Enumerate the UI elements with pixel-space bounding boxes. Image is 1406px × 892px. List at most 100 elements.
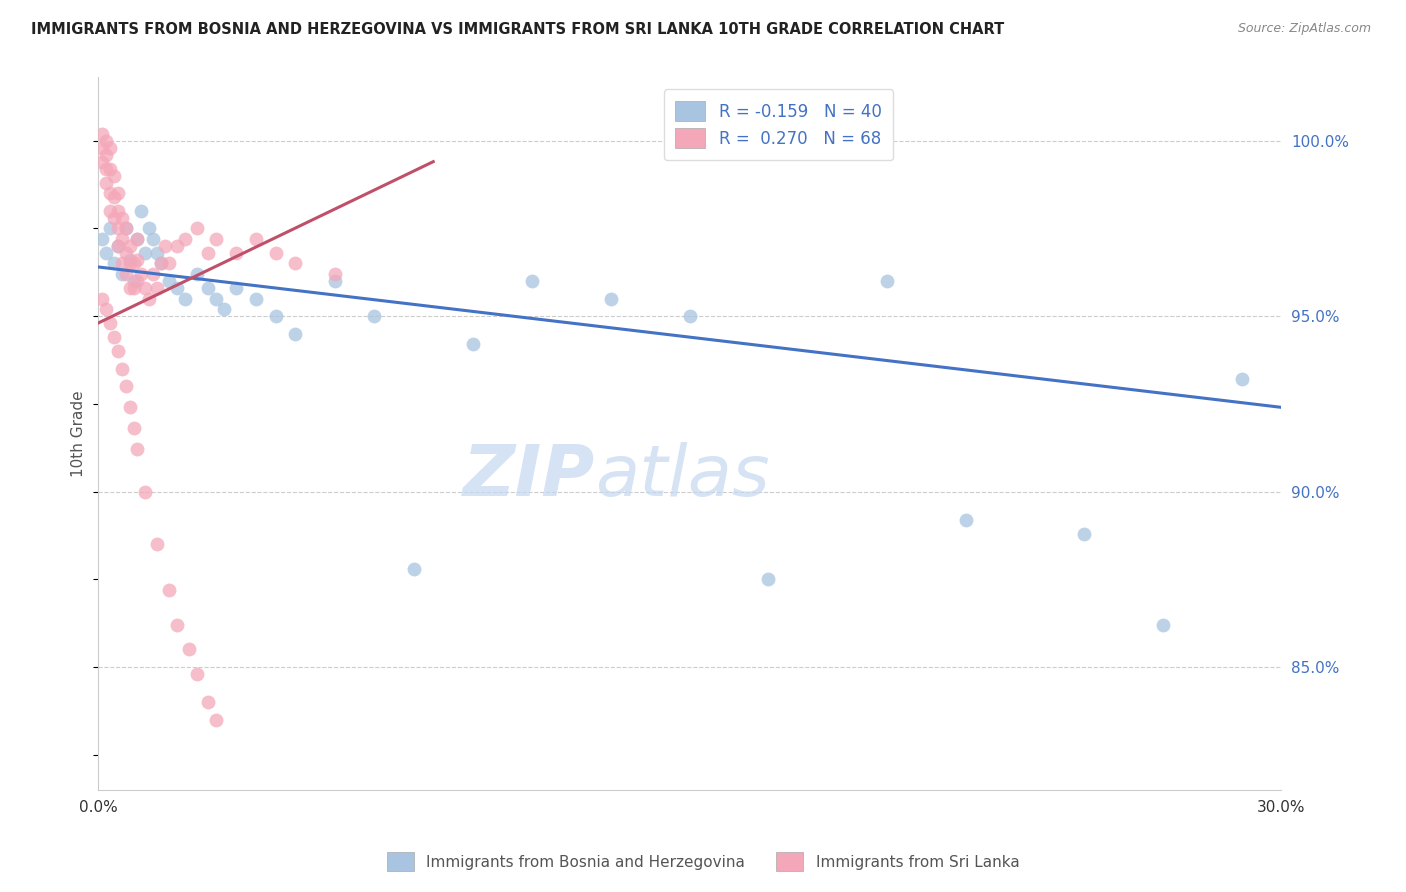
Point xyxy=(138,292,160,306)
Point xyxy=(114,246,136,260)
Point xyxy=(111,211,134,225)
Point xyxy=(103,330,125,344)
Point xyxy=(107,239,129,253)
Point xyxy=(127,442,149,457)
Point xyxy=(186,267,208,281)
Point xyxy=(134,246,156,260)
Point xyxy=(599,292,621,306)
Point xyxy=(91,292,114,306)
Point xyxy=(127,252,149,267)
Point xyxy=(122,256,145,270)
Point xyxy=(157,582,180,597)
Point xyxy=(107,344,129,359)
Point xyxy=(94,147,117,161)
Point xyxy=(134,484,156,499)
Point xyxy=(114,221,136,235)
Point xyxy=(205,232,228,246)
Point xyxy=(98,316,121,330)
Point xyxy=(955,513,977,527)
Point xyxy=(94,134,117,148)
Point xyxy=(245,232,267,246)
Point xyxy=(876,274,898,288)
Point xyxy=(91,127,114,141)
Point xyxy=(758,572,780,586)
Point xyxy=(678,309,700,323)
Point xyxy=(284,256,307,270)
Text: ZIP: ZIP xyxy=(463,442,595,511)
Point xyxy=(107,186,129,201)
Point xyxy=(118,252,141,267)
Point xyxy=(166,618,188,632)
Point xyxy=(103,169,125,183)
Point xyxy=(186,667,208,681)
Point xyxy=(323,267,346,281)
Point xyxy=(402,562,425,576)
Point xyxy=(103,211,125,225)
Point xyxy=(461,337,484,351)
Point xyxy=(111,361,134,376)
Point xyxy=(118,401,141,415)
Y-axis label: 10th Grade: 10th Grade xyxy=(72,391,86,477)
Point xyxy=(98,186,121,201)
Point xyxy=(173,292,195,306)
Point xyxy=(264,246,287,260)
Point xyxy=(111,232,134,246)
Point xyxy=(122,274,145,288)
Point xyxy=(166,281,188,295)
Point xyxy=(264,309,287,323)
Point xyxy=(122,281,145,295)
Point xyxy=(118,239,141,253)
Point xyxy=(245,292,267,306)
Point xyxy=(103,190,125,204)
Point xyxy=(1073,526,1095,541)
Point xyxy=(94,176,117,190)
Point xyxy=(134,281,156,295)
Point xyxy=(284,326,307,341)
Point xyxy=(225,281,247,295)
Point xyxy=(146,537,169,551)
Point xyxy=(150,256,173,270)
Point xyxy=(157,274,180,288)
Point xyxy=(186,221,208,235)
Point xyxy=(91,232,114,246)
Point xyxy=(91,141,114,155)
Point xyxy=(111,256,134,270)
Point xyxy=(146,281,169,295)
Point xyxy=(142,232,165,246)
Point xyxy=(127,232,149,246)
Point xyxy=(114,379,136,393)
Point xyxy=(122,421,145,435)
Point xyxy=(1230,372,1253,386)
Point xyxy=(138,221,160,235)
Point xyxy=(94,246,117,260)
Point xyxy=(98,161,121,176)
Point xyxy=(107,203,129,218)
Point xyxy=(177,642,200,657)
Legend: Immigrants from Bosnia and Herzegovina, Immigrants from Sri Lanka: Immigrants from Bosnia and Herzegovina, … xyxy=(381,847,1025,877)
Point xyxy=(150,256,173,270)
Point xyxy=(118,256,141,270)
Point xyxy=(363,309,385,323)
Legend: R = -0.159   N = 40, R =  0.270   N = 68: R = -0.159 N = 40, R = 0.270 N = 68 xyxy=(664,89,893,160)
Point xyxy=(103,256,125,270)
Point xyxy=(118,281,141,295)
Point xyxy=(131,203,153,218)
Point xyxy=(114,267,136,281)
Point xyxy=(91,154,114,169)
Point xyxy=(520,274,543,288)
Point xyxy=(153,239,176,253)
Point xyxy=(111,267,134,281)
Point xyxy=(197,246,219,260)
Point xyxy=(94,301,117,316)
Point xyxy=(146,246,169,260)
Point xyxy=(107,239,129,253)
Point xyxy=(98,141,121,155)
Point xyxy=(166,239,188,253)
Point xyxy=(127,274,149,288)
Point xyxy=(107,221,129,235)
Point xyxy=(131,267,153,281)
Point xyxy=(98,203,121,218)
Point xyxy=(142,267,165,281)
Point xyxy=(173,232,195,246)
Point xyxy=(205,713,228,727)
